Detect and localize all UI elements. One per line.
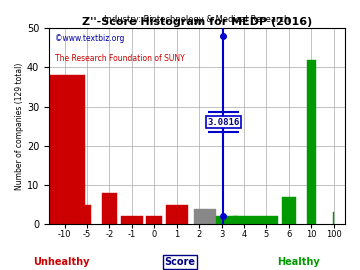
Bar (121, 216, 143, 224)
Bar (233, 216, 255, 224)
Bar (166, 205, 188, 224)
Bar (44, 75, 85, 224)
Title: Z''-Score Histogram for MEDP (2016): Z''-Score Histogram for MEDP (2016) (82, 17, 312, 27)
Bar (333, 212, 334, 224)
Bar (282, 197, 296, 224)
Text: ©www.textbiz.org: ©www.textbiz.org (55, 34, 124, 43)
Text: Healthy: Healthy (278, 257, 320, 267)
Bar (216, 216, 227, 224)
Text: The Research Foundation of SUNY: The Research Foundation of SUNY (55, 54, 185, 63)
Y-axis label: Number of companies (129 total): Number of companies (129 total) (15, 63, 24, 190)
Bar (255, 216, 278, 224)
Bar (205, 208, 216, 224)
Bar (102, 193, 117, 224)
Text: Score: Score (165, 257, 195, 267)
Bar (307, 59, 316, 224)
Text: Industry: Biotechnology & Medical Research: Industry: Biotechnology & Medical Resear… (104, 15, 290, 24)
Bar (147, 216, 162, 224)
Text: 3.0816: 3.0816 (207, 118, 239, 127)
Bar (194, 208, 205, 224)
Bar (82, 205, 91, 224)
Bar (227, 216, 238, 224)
Text: Unhealthy: Unhealthy (33, 257, 89, 267)
